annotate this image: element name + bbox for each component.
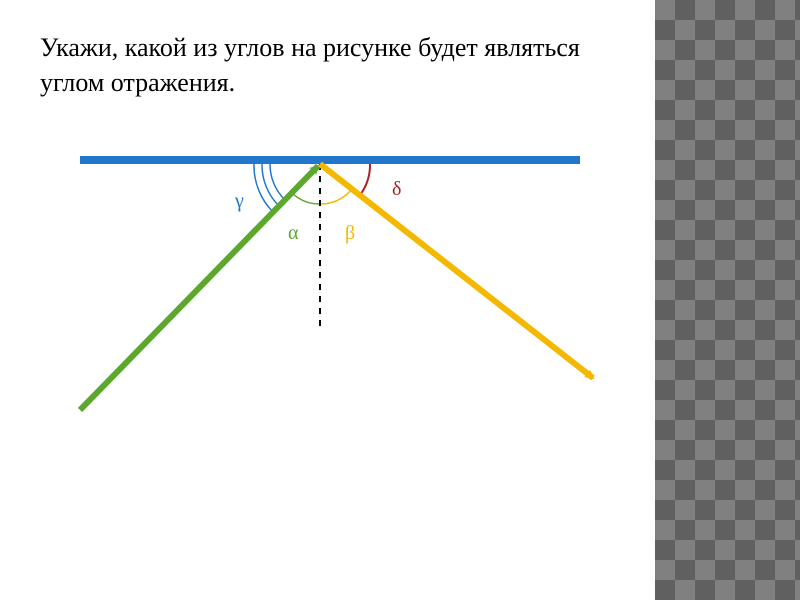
alpha-arc (292, 193, 320, 204)
diagram-svg (40, 130, 600, 510)
gamma-label: γ (235, 190, 244, 213)
beta-arc (320, 189, 352, 204)
alpha-label: α (288, 222, 298, 245)
gamma-arc-1 (270, 164, 285, 200)
delta-arc (360, 164, 370, 195)
beta-label: β (345, 222, 355, 245)
reflected-ray (320, 164, 593, 378)
sidebar-pattern (655, 0, 800, 600)
content-area: Укажи, какой из углов на рисунке будет я… (0, 0, 655, 600)
delta-label: δ (392, 178, 401, 201)
incident-ray (80, 166, 318, 410)
question-text: Укажи, какой из углов на рисунке будет я… (40, 30, 615, 100)
reflection-diagram: γ α β δ (40, 130, 600, 510)
